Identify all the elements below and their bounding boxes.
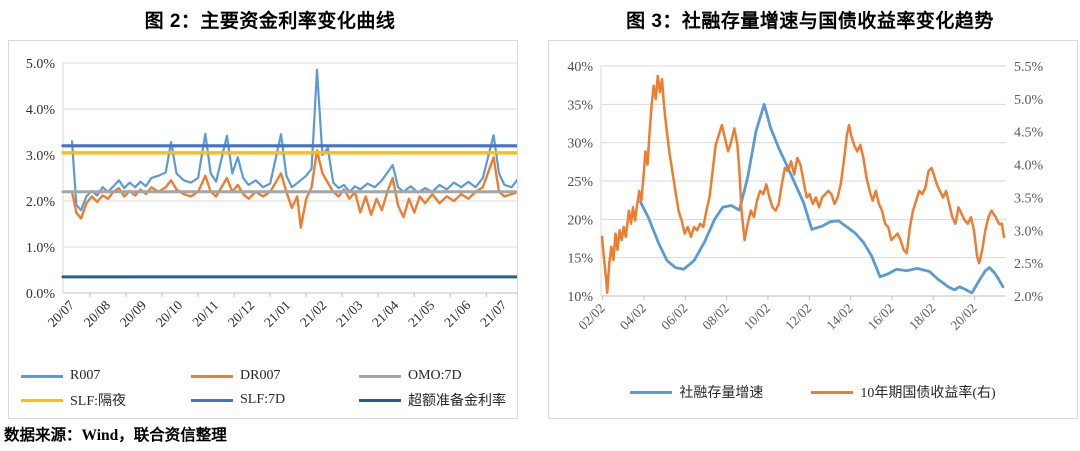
series-line-10年期国债收益率(右) — [600, 74, 1006, 294]
y-axis-label-right: 3.0% — [1014, 224, 1044, 239]
x-axis-label: 20/09 — [117, 297, 150, 330]
legend-item-10年期国债收益率(右): 10年期国债收益率(右) — [811, 382, 996, 402]
legend-label: OMO:7D — [408, 368, 462, 383]
figure3-title: 图 3：社融存量增速与国债收益率变化趋势 — [626, 11, 994, 32]
y-axis-label-left: 10% — [567, 290, 593, 305]
legend-line-swatch — [191, 398, 233, 402]
y-axis-label-right: 5.0% — [1014, 93, 1044, 108]
y-axis-label-left: 0.0% — [26, 287, 56, 302]
tsf-yield-legend: 社融存量增速 10年期国债收益率(右) — [549, 382, 1077, 402]
y-axis-label-left: 4.0% — [26, 103, 56, 118]
legend-item-超额准备金利率: 超额准备金利率 — [359, 390, 515, 410]
legend-label: SLF:隔夜 — [70, 394, 127, 409]
x-axis-label: 21/02 — [297, 298, 329, 330]
y-axis-label-left: 5.0% — [26, 57, 56, 72]
x-axis-label: 20/07 — [45, 297, 78, 330]
y-axis-label-right: 3.5% — [1014, 191, 1044, 206]
legend-label: 超额准备金利率 — [408, 394, 506, 409]
x-axis-label: 21/04 — [369, 297, 402, 330]
x-axis-label: 20/02 — [947, 301, 979, 333]
figure2-title: 图 2：主要资金利率变化曲线 — [144, 11, 396, 32]
x-axis-label: 10/02 — [741, 301, 773, 333]
x-axis-label: 04/02 — [617, 301, 649, 333]
x-axis-label: 16/02 — [865, 301, 897, 333]
y-axis-label-left: 3.0% — [26, 149, 56, 164]
x-axis-label: 21/07 — [477, 297, 510, 330]
legend-item-SLF:7D: SLF:7D — [191, 390, 359, 410]
x-axis-label: 08/02 — [699, 301, 731, 333]
funding-rates-plot: 0.0%1.0%2.0%3.0%4.0%5.0%20/07 20/08 20/09 2… — [26, 57, 517, 330]
funding-rates-legend: R007 DR007 OMO:7D SLF:隔夜 SLF:7D 超额准备金利率 — [21, 368, 515, 410]
y-axis-label-left: 40% — [567, 60, 593, 75]
legend-line-swatch — [359, 374, 401, 378]
legend-label: R007 — [70, 368, 101, 383]
y-axis-label-left: 30% — [567, 137, 593, 152]
legend-label: 社融存量增速 — [679, 386, 764, 401]
legend-label: SLF:7D — [240, 392, 286, 407]
x-axis-label: 20/08 — [81, 297, 114, 330]
y-axis-label-right: 2.0% — [1014, 290, 1044, 305]
y-axis-label-left: 15% — [567, 252, 593, 267]
x-axis-label: 21/05 — [405, 297, 438, 330]
tsf-yield-plot: 10% 15% 20% 25% 30% 35% 40% 2.0% 2.5% 3.0% 3.5% 4.0… — [567, 60, 1044, 333]
y-axis-label-right: 5.5% — [1014, 60, 1044, 75]
legend-line-swatch — [21, 374, 63, 378]
x-axis-label: 14/02 — [823, 301, 855, 333]
legend-item-社融存量增速: 社融存量增速 — [630, 382, 763, 402]
legend-label: 10年期国债收益率(右) — [860, 386, 996, 401]
x-axis-label: 21/06 — [441, 297, 474, 330]
y-axis-label-left: 2.0% — [26, 195, 56, 210]
y-axis-label-left: 25% — [567, 175, 593, 190]
legend-item-SLF:隔夜: SLF:隔夜 — [21, 390, 191, 410]
series-line-DR007 — [70, 149, 517, 229]
y-axis-label-left: 35% — [567, 98, 593, 113]
legend-line-swatch — [191, 374, 233, 378]
source-note: 数据来源：Wind，联合资信整理 — [4, 427, 227, 444]
legend-line-swatch — [811, 390, 854, 394]
y-axis-label-left: 1.0% — [26, 241, 56, 256]
funding-rates-chart: 0.0% 1.0% 2.0% 3.0% 4.0% 5.0% 20/07 20/08 20/09 2… — [8, 40, 518, 419]
series-line-R007 — [70, 68, 517, 212]
x-axis-label: 20/11 — [189, 298, 221, 330]
legend-label: DR007 — [240, 368, 281, 383]
y-axis-label-right: 2.5% — [1014, 257, 1044, 272]
y-axis-label-left: 20% — [567, 213, 593, 228]
x-axis-label: 20/10 — [153, 297, 186, 330]
x-axis-label: 02/02 — [575, 301, 607, 333]
x-axis-label: 21/01 — [261, 298, 293, 330]
legend-line-swatch — [630, 390, 673, 394]
tsf-yield-chart: 10% 15% 20% 25% 30% 35% 40% 2.0% 2.5% 3.0% 3.5% 4.0… — [548, 40, 1078, 419]
legend-line-swatch — [359, 398, 401, 402]
x-axis-label: 06/02 — [658, 301, 690, 333]
legend-item-OMO:7D: OMO:7D — [359, 368, 515, 384]
series-line-社融存量增速 — [638, 102, 1005, 295]
legend-item-DR007: DR007 — [191, 368, 359, 384]
x-axis-label: 18/02 — [906, 301, 938, 333]
y-axis-label-right: 4.5% — [1014, 126, 1044, 141]
y-axis-label-right: 4.0% — [1014, 159, 1044, 174]
x-axis-label: 20/12 — [225, 298, 257, 330]
x-axis-label: 12/02 — [782, 301, 814, 333]
legend-item-R007: R007 — [21, 368, 191, 384]
x-axis-label: 21/03 — [333, 297, 366, 330]
legend-line-swatch — [21, 398, 63, 402]
